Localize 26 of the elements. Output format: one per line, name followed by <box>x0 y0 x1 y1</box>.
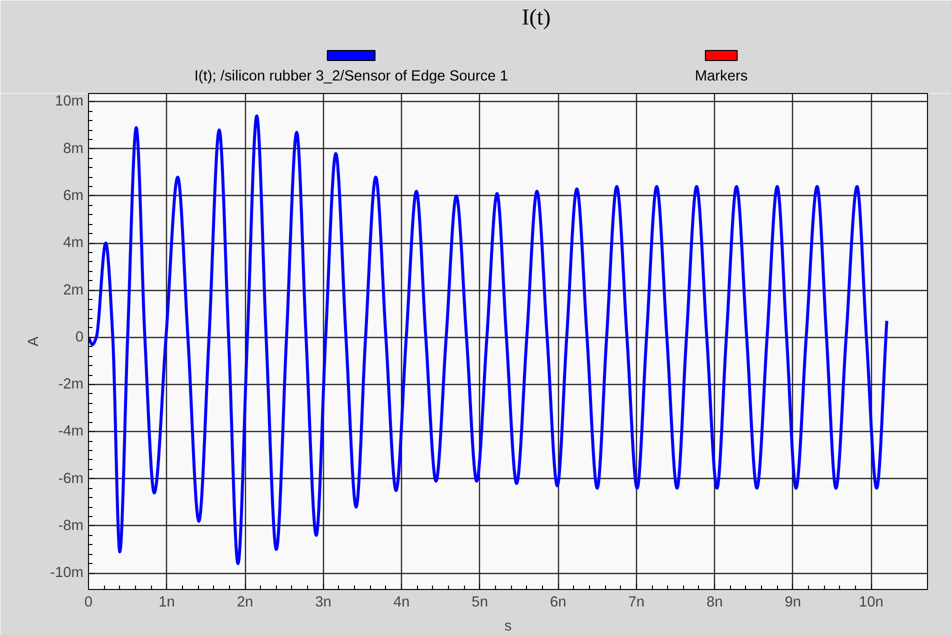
x-tick-label: 2n <box>236 594 254 610</box>
y-tick-label: -8m <box>58 518 84 534</box>
y-tick-label: 6m <box>63 188 84 204</box>
y-tick-label: -4m <box>58 424 84 440</box>
y-tick-label: -6m <box>58 470 84 487</box>
x-tick-label: 1n <box>158 594 175 610</box>
x-tick-label: 9n <box>784 594 802 610</box>
y-tick-label: 8m <box>63 140 84 157</box>
y-tick-label: 10m <box>54 94 84 110</box>
x-tick-label: 6n <box>550 594 566 610</box>
x-tick-label: 8n <box>706 594 723 610</box>
y-tick-label: -10m <box>50 565 84 582</box>
x-tick-label: 7n <box>628 594 645 610</box>
legend-label: I(t); /silicon rubber 3_2/Sensor of Edge Source 1 <box>194 68 508 84</box>
y-axis-title: A <box>26 336 42 346</box>
x-tick-label: 4n <box>393 594 410 610</box>
x-tick-label: 10n <box>858 594 884 610</box>
y-tick-label: -2m <box>58 376 84 392</box>
x-axis-title: s <box>504 618 512 634</box>
x-tick-label: 5n <box>472 594 488 610</box>
x-tick-label: 3n <box>315 594 332 610</box>
y-tick-label: 4m <box>63 235 84 252</box>
chart-title: I(t) <box>522 4 551 30</box>
legend-label: Markers <box>694 68 748 84</box>
y-tick-label: 0 <box>75 329 84 346</box>
y-tick-label: 2m <box>63 282 84 298</box>
